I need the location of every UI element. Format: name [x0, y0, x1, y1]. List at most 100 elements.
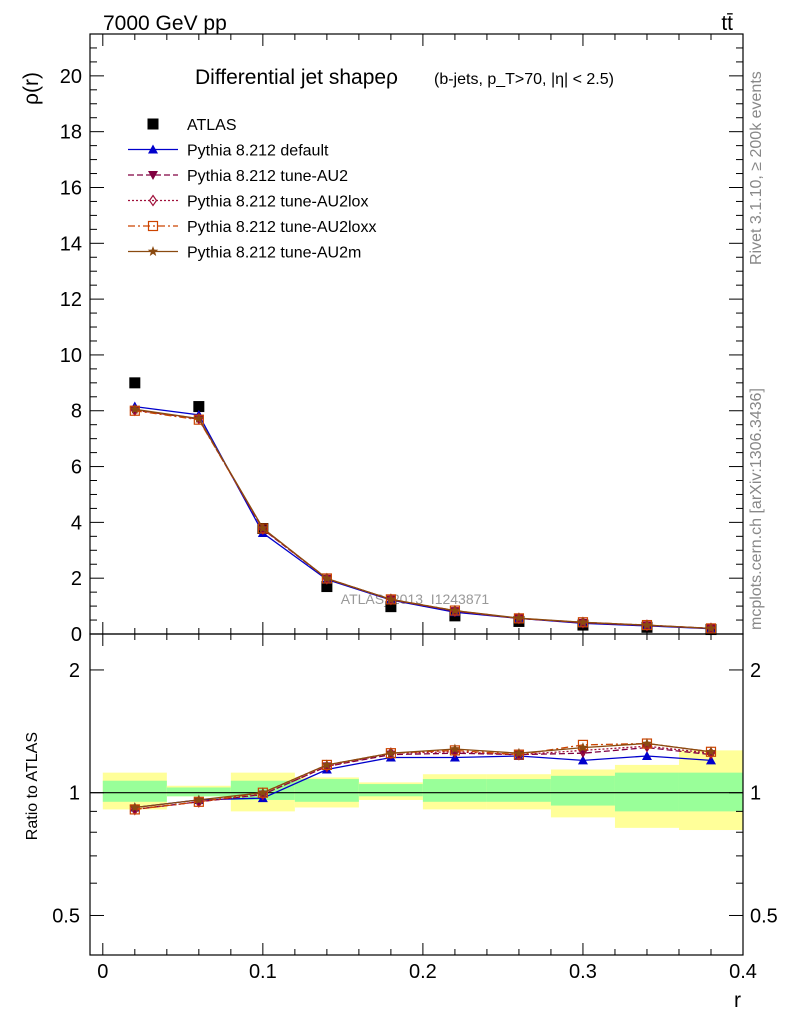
ratio-frame: [89, 633, 744, 956]
ratio-point: [578, 744, 588, 757]
data-point: [129, 377, 141, 389]
series-5: [129, 403, 717, 633]
uncertainty-band-inner: [166, 787, 231, 797]
data-point: [321, 581, 333, 593]
data-point: [513, 612, 525, 623]
y-tick-label: 10: [60, 345, 82, 367]
data-point: [641, 619, 653, 630]
data-point: [193, 401, 205, 413]
data-point: [449, 605, 461, 616]
ratio-point: [577, 742, 589, 753]
legend-label: Pythia 8.212 tune-AU2m: [187, 245, 361, 262]
y-tick-label: 2: [69, 660, 80, 682]
data-point: [577, 616, 589, 627]
legend-label: Pythia 8.212 tune-AU2loxx: [187, 219, 376, 236]
data-point: [129, 403, 141, 414]
legend-label: ATLAS: [187, 117, 237, 134]
x-tick-label: 0.3: [569, 961, 597, 983]
legend-label: Pythia 8.212 tune-AU2: [187, 168, 348, 185]
data-point: [705, 622, 717, 633]
legend-entry: Pythia 8.212 tune-AU2m: [128, 245, 361, 262]
legend: ATLAS Pythia 8.212 default Pythia 8.212 tu…: [128, 117, 376, 262]
ratio-point: [705, 755, 716, 765]
legend-label: Pythia 8.212 default: [187, 143, 329, 160]
y-tick-label: 14: [60, 233, 82, 255]
chart-title: Differential jet shapeρ: [195, 66, 398, 89]
ratio-point: [641, 738, 653, 748]
x-tick-label: 0.1: [249, 961, 277, 983]
ratio-point: [385, 747, 397, 758]
y-tick-label: 2: [71, 568, 82, 590]
ratio-point: [705, 746, 717, 757]
main-panel: 0 2 4 6 8 10 12 14 16 18 20 ρ(r) Differential jet sh…: [20, 33, 744, 646]
uncertainty-band-inner: [358, 784, 423, 797]
legend-marker: [148, 144, 158, 154]
legend-marker: [148, 194, 158, 207]
data-point: [257, 522, 269, 533]
legend-marker: [147, 246, 159, 256]
rivet-label: Rivet 3.1.10, ≥ 200k events: [748, 71, 765, 265]
legend-marker: [147, 220, 159, 232]
ratio-point: [642, 740, 652, 753]
legend-entry: ATLAS: [147, 117, 237, 134]
ratio-point: [641, 751, 652, 761]
ratio-series-line: [134, 742, 712, 809]
y-tick-label-right: 2: [750, 660, 761, 682]
x-tick-label: 0: [97, 961, 108, 983]
y-tick-label: 0: [71, 624, 82, 646]
y-tick-label: 12: [60, 289, 82, 311]
y-tick-label: 6: [71, 457, 82, 479]
ratio-series-line: [134, 755, 712, 809]
ratio-series-4: [129, 738, 717, 812]
y-tick-label: 4: [71, 512, 82, 534]
data-point: [385, 593, 397, 604]
x-tick-label: 0.2: [409, 961, 437, 983]
legend-entry: Pythia 8.212 default: [128, 143, 329, 160]
ratio-point: [513, 747, 525, 758]
ratio-point: [577, 755, 588, 765]
uncertainty-band-inner: [614, 772, 679, 812]
ratio-point: [193, 794, 205, 805]
series-line: [134, 408, 712, 630]
ratio-series-line: [134, 746, 712, 811]
header-right: tt̄: [721, 12, 733, 35]
ratio-point: [705, 750, 716, 760]
y-tick-label-right: 1: [750, 783, 761, 805]
x-tick-label: 0.4: [729, 961, 757, 983]
legend-entry: Pythia 8.212 tune-AU2loxx: [128, 219, 376, 236]
legend-entry: Pythia 8.212 tune-AU2lox: [128, 194, 368, 211]
y-tick-label: 1: [69, 783, 80, 805]
data-point: [321, 572, 333, 583]
x-axis-title: r: [734, 989, 741, 1012]
mcplots-label: mcplots.cern.ch [arXiv:1306.3436]: [748, 388, 765, 630]
uncertainty-band-inner: [422, 779, 487, 802]
ratio-point: [257, 787, 269, 798]
legend-marker: [147, 118, 159, 130]
y-tick-label: 16: [60, 177, 82, 199]
data-point: [385, 601, 397, 613]
chart-subtitle: (b-jets, p_T>70, |η| < 2.5): [434, 71, 614, 88]
y-tick-label: 8: [71, 401, 82, 423]
ratio-series-line: [134, 742, 712, 811]
uncertainty-band-inner: [550, 775, 615, 806]
y-tick-label: 20: [60, 66, 82, 88]
uncertainty-band-inner: [678, 772, 743, 812]
uncertainty-band-inner: [486, 779, 551, 802]
uncertainty-band-inner: [102, 780, 167, 802]
ratio-series-line: [134, 745, 712, 811]
ratio-point: [129, 801, 141, 812]
y-tick-label: 0.5: [52, 905, 80, 927]
legend-label: Pythia 8.212 tune-AU2lox: [187, 194, 368, 211]
legend-entry: Pythia 8.212 tune-AU2: [128, 168, 348, 185]
y-tick-label: 18: [60, 122, 82, 144]
uncertainty-band-inner: [294, 779, 359, 802]
y-tick-label-right: 0.5: [750, 905, 778, 927]
data-point: [193, 413, 205, 424]
legend-marker: [148, 171, 158, 180]
ratio-point: [449, 743, 461, 754]
ratio-point: [321, 759, 333, 770]
y-axis-title: ρ(r): [20, 72, 43, 105]
header-left: 7000 GeV pp: [103, 12, 227, 35]
ratio-y-axis-title: Ratio to ATLAS: [24, 732, 41, 840]
